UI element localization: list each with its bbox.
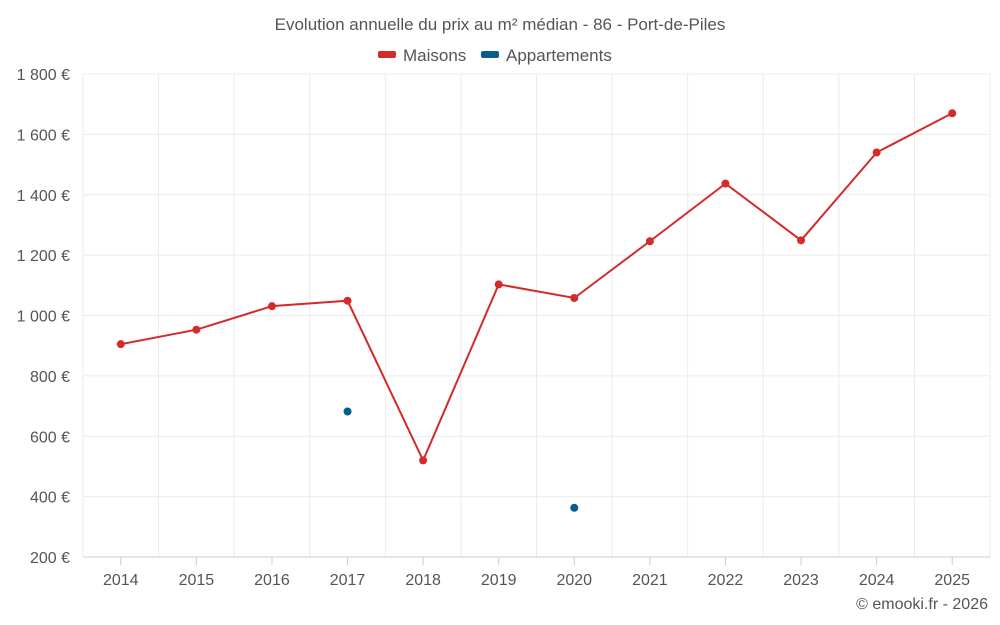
data-point-maisons-2015[interactable] bbox=[192, 325, 201, 334]
x-tick-label: 2019 bbox=[481, 572, 517, 589]
x-tick-label: 2018 bbox=[405, 572, 441, 589]
legend: Maisons Appartements bbox=[378, 46, 612, 65]
y-tick-label: 200 € bbox=[30, 550, 70, 567]
y-tick-label: 1 200 € bbox=[17, 248, 70, 265]
chart-title: Evolution annuelle du prix au m² médian … bbox=[275, 15, 726, 34]
series-line-maisons bbox=[120, 112, 953, 463]
data-point-maisons-2022[interactable] bbox=[721, 179, 730, 188]
data-point-appartements-2020[interactable] bbox=[570, 503, 579, 512]
data-point-maisons-2019[interactable] bbox=[494, 280, 503, 289]
x-tick-label: 2022 bbox=[708, 572, 744, 589]
x-tick-label: 2023 bbox=[783, 572, 819, 589]
y-tick-label: 600 € bbox=[30, 429, 70, 446]
y-tick-label: 800 € bbox=[30, 369, 70, 386]
x-tick-label: 2016 bbox=[254, 572, 290, 589]
data-point-maisons-2023[interactable] bbox=[797, 236, 806, 245]
data-point-maisons-2014[interactable] bbox=[116, 340, 125, 349]
y-tick-label: 1 600 € bbox=[17, 127, 70, 144]
legend-item-maisons[interactable]: Maisons bbox=[378, 46, 466, 65]
x-tick-label: 2017 bbox=[330, 572, 366, 589]
x-tick-label: 2024 bbox=[859, 572, 895, 589]
series-maisons bbox=[116, 109, 957, 465]
data-point-maisons-2017[interactable] bbox=[343, 296, 352, 305]
x-tick-label: 2025 bbox=[934, 572, 970, 589]
y-tick-label: 1 000 € bbox=[17, 309, 70, 326]
x-tick-label: 2020 bbox=[556, 572, 592, 589]
y-tick-label: 400 € bbox=[30, 490, 70, 507]
data-point-maisons-2021[interactable] bbox=[645, 237, 654, 246]
data-point-maisons-2016[interactable] bbox=[267, 302, 276, 311]
series bbox=[116, 109, 957, 512]
data-point-maisons-2020[interactable] bbox=[570, 293, 579, 302]
legend-swatch-appartements bbox=[481, 51, 499, 58]
series-appartements bbox=[343, 407, 579, 512]
axes: 200 € 400 € 600 € 800 € 1 000 € 1 200 € 1 400 … bbox=[17, 67, 990, 589]
legend-swatch-maisons bbox=[378, 51, 396, 58]
x-tick-label: 2015 bbox=[179, 572, 215, 589]
y-tick-label: 1 800 € bbox=[17, 67, 70, 84]
data-point-maisons-2024[interactable] bbox=[872, 148, 881, 157]
grid bbox=[82, 73, 991, 557]
legend-label-maisons: Maisons bbox=[403, 46, 466, 65]
data-point-maisons-2025[interactable] bbox=[948, 109, 957, 118]
data-point-appartements-2017[interactable] bbox=[343, 407, 352, 416]
data-point-maisons-2018[interactable] bbox=[419, 456, 428, 465]
y-tick-label: 1 400 € bbox=[17, 188, 70, 205]
legend-item-appartements[interactable]: Appartements bbox=[481, 46, 612, 65]
credit-text: © emooki.fr - 2026 bbox=[856, 596, 988, 613]
x-tick-label: 2014 bbox=[103, 572, 139, 589]
x-tick-label: 2021 bbox=[632, 572, 668, 589]
legend-label-appartements: Appartements bbox=[506, 46, 612, 65]
